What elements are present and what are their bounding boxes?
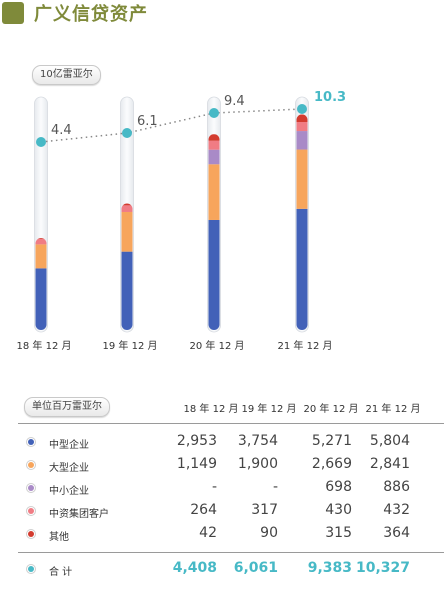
cell: 364 <box>383 525 410 541</box>
total-data-label: 9.4 <box>224 94 245 109</box>
x-tick-label: 19 年 12 月 <box>103 339 158 352</box>
bar-segment <box>208 164 220 220</box>
bar-segment <box>208 149 220 165</box>
x-tick-label: 21 年 12 月 <box>278 339 333 352</box>
table-header-col-4: 21 年 12 月 <box>365 404 421 415</box>
bar-segment <box>121 211 133 252</box>
cell: 430 <box>325 502 352 518</box>
bar-stack <box>35 237 47 330</box>
cell: 2,841 <box>369 456 410 472</box>
cell: 10,327 <box>355 560 410 576</box>
page-header: 广义信贷资产 <box>0 0 148 26</box>
legend-dot <box>26 506 36 516</box>
cell: 5,271 <box>311 433 352 449</box>
cell: 1,900 <box>237 456 278 472</box>
bar-segment <box>296 122 308 132</box>
legend-swatch <box>28 531 34 537</box>
bar-segment <box>35 268 47 330</box>
cell: 4,408 <box>172 560 217 576</box>
legend-dot <box>26 460 36 470</box>
total-point <box>122 128 132 138</box>
cell: 42 <box>199 525 217 541</box>
cell: 317 <box>251 502 278 518</box>
table-row: 中资集团客户 264 317 430 432 <box>0 502 447 522</box>
table-unit-label: 单位百万雷亚尔 <box>24 397 110 417</box>
x-tick-label: 20 年 12 月 <box>190 339 245 352</box>
table-row: 其他 42 90 315 364 <box>0 525 447 545</box>
cell: 1,149 <box>176 456 217 472</box>
cell: 264 <box>190 502 217 518</box>
legend-dot <box>26 483 36 493</box>
bar-segment <box>208 134 220 141</box>
total-point <box>36 137 46 147</box>
table-total-row: 合 计 4,408 6,061 9,383 10,327 <box>0 560 447 580</box>
table-divider-top <box>18 423 444 424</box>
cell: 9,383 <box>307 560 352 576</box>
bar-segment <box>296 208 308 330</box>
table-header-col-2: 19 年 12 月 <box>241 404 297 415</box>
bar-segment <box>121 251 133 330</box>
bar-stack <box>296 114 308 330</box>
bar-segment <box>121 205 133 212</box>
cell: 886 <box>383 479 410 495</box>
total-data-label: 6.1 <box>137 114 158 129</box>
total-point <box>297 104 307 114</box>
page-title: 广义信贷资产 <box>34 4 148 25</box>
bar-stack <box>208 134 220 330</box>
cell: 3,754 <box>237 433 278 449</box>
cell: - <box>272 479 278 495</box>
cell: 6,061 <box>233 560 278 576</box>
bar-segment <box>35 237 47 239</box>
table-divider-bottom <box>18 552 444 553</box>
bar-segment <box>35 244 47 269</box>
legend-swatch <box>28 439 34 445</box>
table-row: 中小企业 - - 698 886 <box>0 479 447 499</box>
cell: 432 <box>383 502 410 518</box>
legend-dot <box>26 437 36 447</box>
legend-swatch <box>28 485 34 491</box>
bar-segment <box>296 131 308 150</box>
bar-segment <box>296 149 308 209</box>
cell: 698 <box>325 479 352 495</box>
legend-swatch <box>28 508 34 514</box>
legend-dot <box>26 529 36 539</box>
row-label: 中小企业 <box>49 486 89 497</box>
cell: 2,953 <box>176 433 217 449</box>
total-line <box>40 108 303 143</box>
title-marker <box>2 2 24 24</box>
legend-swatch <box>28 462 34 468</box>
bar-segment <box>296 114 308 123</box>
cell: 315 <box>325 525 352 541</box>
table-row: 大型企业 1,149 1,900 2,669 2,841 <box>0 456 447 476</box>
legend-dot <box>26 564 36 574</box>
bar-stack <box>121 203 133 330</box>
row-label: 中资集团客户 <box>49 509 109 520</box>
table-header-col-3: 20 年 12 月 <box>303 404 359 415</box>
bar-segment <box>121 203 133 206</box>
x-tick-label: 18 年 12 月 <box>17 339 72 352</box>
total-data-label: 10.3 <box>314 90 346 105</box>
table-header-col-1: 18 年 12 月 <box>183 404 239 415</box>
bar-segment <box>208 219 220 330</box>
bar-segment <box>35 238 47 245</box>
cell: 5,804 <box>369 433 410 449</box>
row-label: 合 计 <box>49 567 73 578</box>
row-label: 其他 <box>49 532 69 543</box>
stacked-bar-chart: 18 年 12 月 19 年 12 月 20 年 12 月 21 年 12 月 4.4 6… <box>17 90 347 352</box>
total-point <box>209 108 219 118</box>
row-label: 中型企业 <box>49 440 89 451</box>
cell: 2,669 <box>311 456 352 472</box>
cell: 90 <box>260 525 278 541</box>
total-data-label: 4.4 <box>51 123 72 138</box>
table-row: 中型企业 2,953 3,754 5,271 5,804 <box>0 433 447 453</box>
bar-segment <box>208 140 220 150</box>
chart-unit-label: 10亿雷亚尔 <box>32 65 101 85</box>
row-label: 大型企业 <box>49 463 89 474</box>
legend-swatch <box>28 566 34 572</box>
cell: - <box>211 479 217 495</box>
